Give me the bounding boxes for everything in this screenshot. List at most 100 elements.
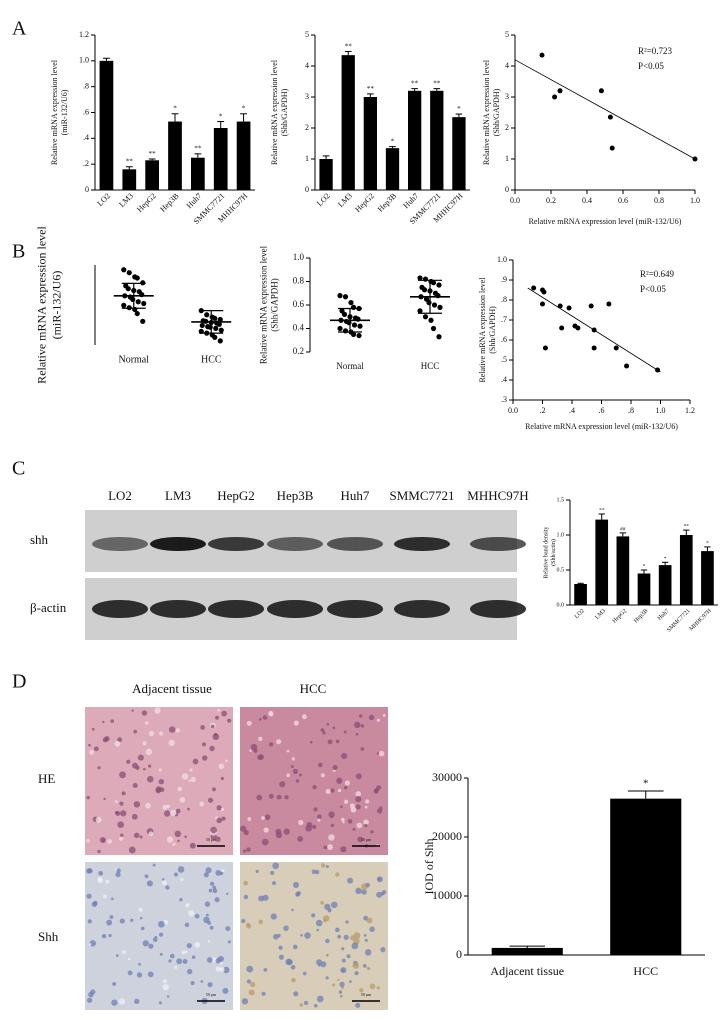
y-tick-label: 2 bbox=[305, 123, 309, 132]
point bbox=[342, 328, 349, 334]
cell-nucleus bbox=[325, 976, 329, 980]
x-tick-label: 0.0 bbox=[508, 406, 518, 415]
cell-nucleus bbox=[111, 999, 118, 1006]
cell-nucleus bbox=[337, 934, 342, 939]
cell-nucleus bbox=[346, 954, 351, 959]
point bbox=[212, 334, 218, 340]
bar bbox=[595, 519, 609, 605]
cell-nucleus bbox=[142, 741, 147, 746]
cell-nucleus bbox=[263, 968, 268, 972]
cell-nucleus bbox=[322, 731, 326, 735]
cell-nucleus bbox=[177, 839, 180, 843]
blot-row-label: shh bbox=[30, 532, 49, 547]
cell-nucleus bbox=[208, 888, 213, 893]
cell-nucleus bbox=[313, 1003, 318, 1008]
cell-nucleus bbox=[103, 797, 106, 801]
cell-nucleus bbox=[337, 788, 342, 793]
y-axis-label: (miR-132/U6) bbox=[60, 89, 69, 135]
significance-label: * bbox=[643, 777, 648, 789]
cell-nucleus bbox=[117, 737, 123, 743]
point bbox=[606, 301, 612, 307]
panel-label: D bbox=[12, 671, 26, 693]
cell-nucleus bbox=[290, 765, 294, 769]
point bbox=[357, 323, 363, 329]
y-tick-label: 3 bbox=[305, 92, 309, 101]
cell-nucleus bbox=[293, 720, 299, 726]
cell-nucleus bbox=[355, 887, 362, 895]
cell-nucleus bbox=[130, 918, 134, 923]
cell-nucleus bbox=[291, 757, 295, 761]
point bbox=[126, 270, 132, 276]
blot-band bbox=[150, 537, 206, 551]
cell-nucleus bbox=[309, 740, 313, 744]
cell-nucleus bbox=[98, 870, 104, 876]
cell-nucleus bbox=[119, 801, 124, 806]
cell-nucleus bbox=[191, 955, 196, 959]
cell-nucleus bbox=[93, 746, 99, 752]
point bbox=[217, 316, 223, 323]
cell-nucleus bbox=[177, 866, 185, 873]
cell-nucleus bbox=[200, 980, 204, 983]
y-tick-label: .6 bbox=[501, 335, 507, 344]
y-axis-label: (miR-132/U6) bbox=[49, 271, 63, 340]
point bbox=[422, 276, 429, 282]
cell-nucleus bbox=[283, 828, 290, 835]
cell-nucleus bbox=[257, 754, 263, 760]
cell-nucleus bbox=[86, 838, 90, 843]
cell-nucleus bbox=[376, 986, 380, 990]
cell-nucleus bbox=[108, 934, 112, 938]
cell-nucleus bbox=[166, 804, 171, 809]
y-tick-label: 0.5 bbox=[557, 567, 565, 573]
cell-nucleus bbox=[311, 824, 317, 829]
bar bbox=[99, 60, 114, 191]
cell-nucleus bbox=[186, 942, 192, 949]
point bbox=[350, 304, 357, 310]
annotation: P<0.05 bbox=[640, 284, 666, 294]
cell-nucleus bbox=[225, 759, 228, 763]
y-tick-label: .6 bbox=[83, 107, 89, 116]
point bbox=[341, 311, 348, 317]
cell-nucleus bbox=[114, 810, 119, 815]
cell-nucleus bbox=[212, 885, 217, 890]
cell-nucleus bbox=[356, 822, 363, 829]
point bbox=[199, 322, 205, 329]
cell-nucleus bbox=[359, 988, 364, 993]
cell-nucleus bbox=[209, 881, 215, 886]
cell-nucleus bbox=[355, 1002, 361, 1008]
cell-nucleus bbox=[258, 718, 262, 721]
cell-nucleus bbox=[175, 808, 181, 814]
cell-nucleus bbox=[373, 788, 379, 794]
bar bbox=[145, 160, 159, 190]
cell-nucleus bbox=[144, 721, 149, 725]
cell-nucleus bbox=[261, 838, 269, 846]
cell-nucleus bbox=[138, 962, 141, 966]
cell-nucleus bbox=[354, 971, 359, 976]
y-tick-label: 1.2 bbox=[79, 30, 89, 39]
significance-label: * bbox=[242, 105, 246, 113]
cell-nucleus bbox=[182, 959, 188, 964]
cell-nucleus bbox=[338, 990, 343, 994]
cell-nucleus bbox=[248, 989, 255, 996]
cell-nucleus bbox=[190, 980, 195, 986]
y-tick-label: 0 bbox=[456, 947, 462, 961]
point bbox=[539, 52, 545, 58]
cell-nucleus bbox=[97, 766, 101, 770]
cell-nucleus bbox=[262, 715, 268, 720]
cell-nucleus bbox=[243, 894, 249, 900]
cell-nucleus bbox=[118, 836, 124, 841]
cell-nucleus bbox=[145, 748, 153, 756]
significance-label: * bbox=[457, 105, 461, 113]
cell-nucleus bbox=[292, 768, 299, 774]
cell-nucleus bbox=[301, 714, 307, 720]
y-tick-label: 20000 bbox=[432, 829, 462, 843]
cell-nucleus bbox=[225, 926, 231, 932]
cell-nucleus bbox=[186, 968, 193, 975]
y-axis-label: Relative mRNA expression level bbox=[258, 245, 268, 364]
cell-nucleus bbox=[174, 965, 178, 970]
cell-nucleus bbox=[382, 713, 386, 717]
cell-nucleus bbox=[97, 849, 101, 854]
point bbox=[609, 145, 615, 151]
cell-nucleus bbox=[261, 816, 265, 820]
significance-label: * bbox=[391, 137, 395, 145]
